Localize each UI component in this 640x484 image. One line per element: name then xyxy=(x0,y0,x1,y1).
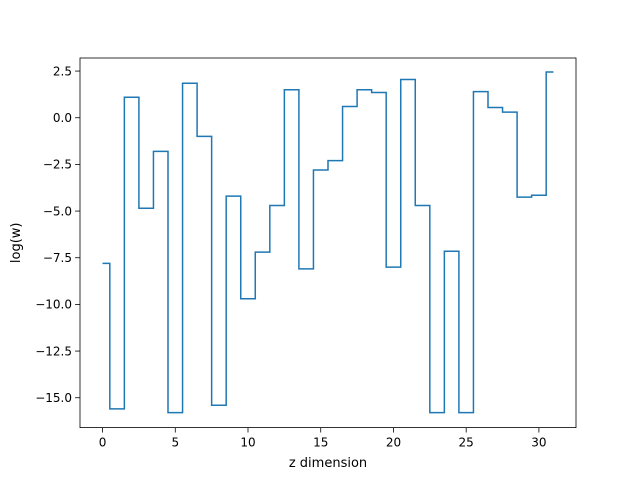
x-tick-label: 5 xyxy=(171,436,179,450)
y-axis-label: log(w) xyxy=(9,223,24,264)
series-line xyxy=(102,71,554,414)
y-tick-label: 0.0 xyxy=(53,111,72,125)
x-tick-label: 25 xyxy=(459,436,474,450)
x-axis-label: z dimension xyxy=(289,456,367,471)
x-axis: 0 5 10 15 20 25 30 xyxy=(99,427,547,450)
y-tick-label: −12.5 xyxy=(35,344,72,358)
y-tick-label: −15.0 xyxy=(35,391,72,405)
x-tick-label: 15 xyxy=(313,436,328,450)
x-tick-label: 10 xyxy=(240,436,255,450)
axes-frame xyxy=(79,57,577,429)
x-tick-label: 0 xyxy=(99,436,107,450)
y-tick-label: −5.0 xyxy=(43,204,72,218)
y-tick-label: −10.0 xyxy=(35,298,72,312)
y-axis: 2.5 0.0 −2.5 −5.0 −7.5 −10.0 −12.5 −15.0 xyxy=(35,64,80,405)
y-tick-label: −7.5 xyxy=(43,251,72,265)
y-tick-label: −2.5 xyxy=(43,158,72,172)
x-tick-label: 20 xyxy=(386,436,401,450)
x-tick-label: 30 xyxy=(531,436,546,450)
y-tick-label: 2.5 xyxy=(53,64,72,78)
plot-area xyxy=(102,71,554,414)
